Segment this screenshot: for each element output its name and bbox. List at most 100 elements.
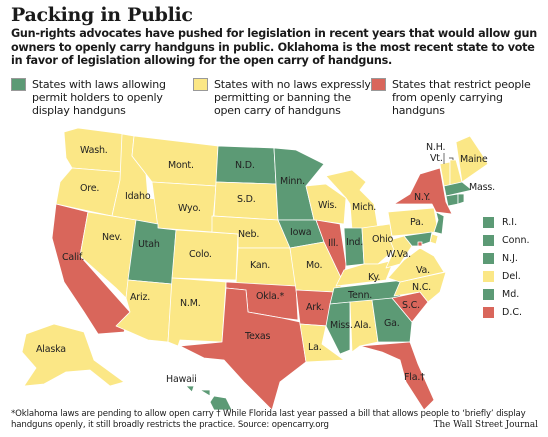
state-OR: [55, 167, 123, 217]
label-GA: Ga.: [384, 318, 400, 329]
state-TX: [179, 287, 307, 410]
label-OH: Ohio: [372, 234, 394, 245]
label-NC: N.C.: [412, 282, 431, 293]
label-VA: Va.: [416, 265, 430, 276]
label-NV: Nev.: [102, 232, 122, 243]
small-state-nj: N.J.: [482, 252, 518, 265]
state-ME: [455, 135, 489, 183]
label-MT: Mont.: [168, 160, 194, 171]
label-WI: Wis.: [318, 200, 337, 211]
label-VT: Vt.: [430, 153, 443, 164]
credit: The Wall Street Journal: [433, 420, 538, 430]
state-GA: [371, 297, 413, 343]
small-state-md-label: Md.: [502, 289, 520, 300]
label-TX: Texas: [244, 331, 271, 342]
small-state-ct-label: Conn.: [502, 235, 530, 246]
small-state-ri: R.I.: [482, 216, 517, 229]
state-CT: [445, 193, 459, 207]
state-AL: [349, 299, 379, 353]
page-title: Packing in Public: [11, 4, 193, 26]
state-DC: [417, 241, 423, 247]
state-VA: [387, 247, 445, 283]
legend-restrict: States that restrict people from openly …: [371, 78, 548, 117]
label-NH: N.H.: [426, 142, 445, 153]
legend-nolaw-label: States with no laws expressly permitting…: [214, 78, 371, 117]
label-AR: Ark.: [306, 302, 324, 313]
state-HI: [185, 385, 233, 410]
small-state-ct: Conn.: [482, 234, 530, 247]
small-state-ri-label: R.I.: [502, 217, 518, 228]
state-NM: [167, 277, 227, 347]
label-OR: Ore.: [80, 183, 99, 194]
legend-permit-swatch: [11, 78, 26, 91]
small-state-nj-swatch: [482, 252, 495, 265]
state-WI: [305, 183, 347, 225]
label-WA: Wash.: [80, 145, 108, 156]
label-MS: Miss.: [330, 320, 353, 331]
state-UT: [127, 219, 177, 285]
intro-text: Gun-rights advocates have pushed for leg…: [11, 27, 537, 68]
label-PA: Pa.: [410, 217, 424, 228]
state-NC: [393, 271, 447, 303]
state-MA: [443, 181, 473, 197]
state-LA: [299, 323, 345, 363]
label-ME: Maine: [460, 154, 488, 165]
small-state-ri-swatch: [482, 216, 495, 229]
label-NY: N.Y.: [414, 192, 430, 203]
ne-callout-lines: [443, 153, 454, 164]
label-UT: Utah: [138, 239, 160, 250]
us-map: Wash. Ore. Calif. Idaho Nev. Mont. Wyo. …: [21, 127, 495, 410]
small-state-dc-swatch: [482, 306, 495, 319]
state-RI: [457, 193, 465, 205]
small-state-de-label: Del.: [502, 271, 521, 282]
small-state-de-swatch: [482, 270, 495, 283]
footnote: *Oklahoma laws are pending to allow open…: [11, 409, 526, 430]
label-MI: Mich.: [352, 202, 376, 213]
small-state-dc-label: D.C.: [502, 307, 522, 318]
legend-nolaw: States with no laws expressly permitting…: [193, 78, 372, 117]
label-KS: Kan.: [250, 260, 270, 271]
state-MD: [403, 231, 433, 247]
label-NM: N.M.: [180, 298, 201, 309]
legend-nolaw-swatch: [193, 78, 208, 91]
state-NV: [79, 211, 137, 299]
label-TN: Tenn.: [347, 290, 372, 301]
small-state-md: Md.: [482, 288, 519, 301]
label-WV: W.Va.: [386, 249, 411, 260]
label-MN: Minn.: [280, 176, 305, 187]
label-ND: N.D.: [235, 160, 255, 171]
label-SD: S.D.: [237, 194, 256, 205]
state-MS: [325, 301, 351, 355]
small-state-dc: D.C.: [482, 306, 522, 319]
state-NJ: [433, 211, 445, 235]
label-OK: Okla.*: [256, 291, 284, 302]
state-NY: [393, 167, 453, 215]
label-LA: La.: [308, 342, 322, 353]
label-NE: Neb.: [238, 229, 259, 240]
label-IA: Iowa: [290, 227, 311, 238]
label-KY: Ky.: [368, 272, 380, 283]
label-IL: Ill.: [328, 238, 338, 249]
small-state-md-swatch: [482, 288, 495, 301]
label-MO: Mo.: [306, 260, 322, 271]
label-ID: Idaho: [125, 191, 151, 202]
label-SC: S.C.: [402, 300, 420, 311]
legend-restrict-swatch: [371, 78, 386, 91]
state-MI: [325, 169, 379, 231]
label-WY: Wyo.: [178, 203, 201, 214]
label-AK: Alaska: [36, 344, 66, 355]
legend-restrict-label: States that restrict people from openly …: [392, 78, 531, 117]
state-OH: [361, 223, 395, 265]
label-MA: Mass.: [469, 182, 495, 193]
state-AK: [21, 323, 125, 387]
label-AL: Ala.: [354, 320, 371, 331]
label-CO: Colo.: [189, 249, 212, 260]
label-FL: Fla.†: [404, 372, 425, 383]
small-state-ct-swatch: [482, 234, 495, 247]
state-FL: [359, 341, 435, 410]
small-state-de: Del.: [482, 270, 521, 283]
label-IN: Ind.: [346, 237, 363, 248]
legend-permit-label: States with laws allowing permit holders…: [32, 78, 166, 117]
small-state-nj-label: N.J.: [502, 253, 518, 264]
label-CA: Calif.: [62, 252, 84, 263]
